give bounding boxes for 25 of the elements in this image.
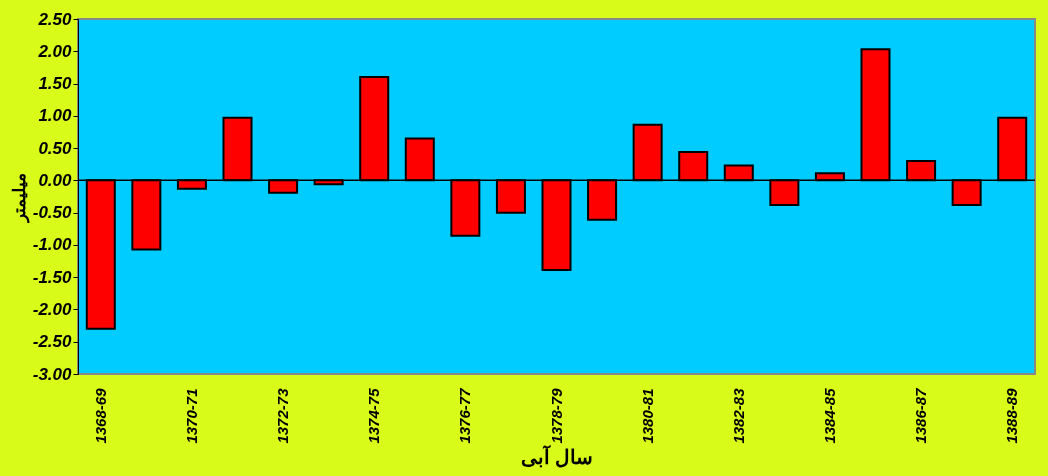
y-tick-label: -1.50 <box>32 267 73 287</box>
y-axis-title: میلیمتر <box>9 172 30 224</box>
y-tick-label: 2.00 <box>37 41 73 61</box>
x-tick-label: 1386-87 <box>912 387 930 444</box>
x-tick-label: 1370-71 <box>182 388 200 444</box>
y-tick-label: 1.50 <box>38 74 73 94</box>
x-tick-label: 1376-77 <box>456 387 474 444</box>
x-tick-label: 1388-89 <box>1003 387 1021 444</box>
y-tick-label: -2.00 <box>32 299 73 319</box>
y-tick-label: -0.50 <box>32 203 73 223</box>
x-tick-label: 1374-75 <box>365 387 383 444</box>
y-tick-label: 0.00 <box>38 170 73 190</box>
y-tick-label: -3.00 <box>32 364 73 384</box>
y-tick-label: -1.00 <box>32 235 73 255</box>
x-tick-label: 1384-85 <box>820 387 838 444</box>
y-tick-label: 0.50 <box>38 138 73 158</box>
x-tick-label: 1378-79 <box>547 387 565 444</box>
x-tick-label: 1372-73 <box>274 387 292 444</box>
y-tick-label: -2.50 <box>32 332 73 352</box>
y-tick-label: 1.00 <box>38 106 73 126</box>
x-axis-title: سال آبی <box>520 443 594 468</box>
x-tick-label: 1380-81 <box>638 388 656 444</box>
y-tick-label: 2.50 <box>37 9 73 29</box>
x-tick-label: 1382-83 <box>729 387 747 444</box>
x-tick-label: 1368-69 <box>91 387 109 444</box>
